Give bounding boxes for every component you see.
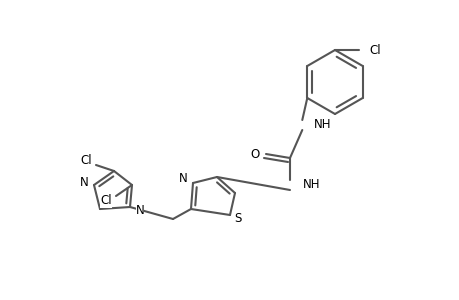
Text: NH: NH (302, 178, 320, 190)
Text: N: N (178, 172, 187, 185)
Text: Cl: Cl (368, 44, 380, 56)
Text: S: S (234, 212, 241, 226)
Text: N: N (135, 205, 144, 218)
Text: NH: NH (313, 118, 331, 130)
Text: Cl: Cl (80, 154, 92, 167)
Text: N: N (79, 176, 88, 190)
Text: Cl: Cl (100, 194, 112, 208)
Text: O: O (250, 148, 259, 160)
